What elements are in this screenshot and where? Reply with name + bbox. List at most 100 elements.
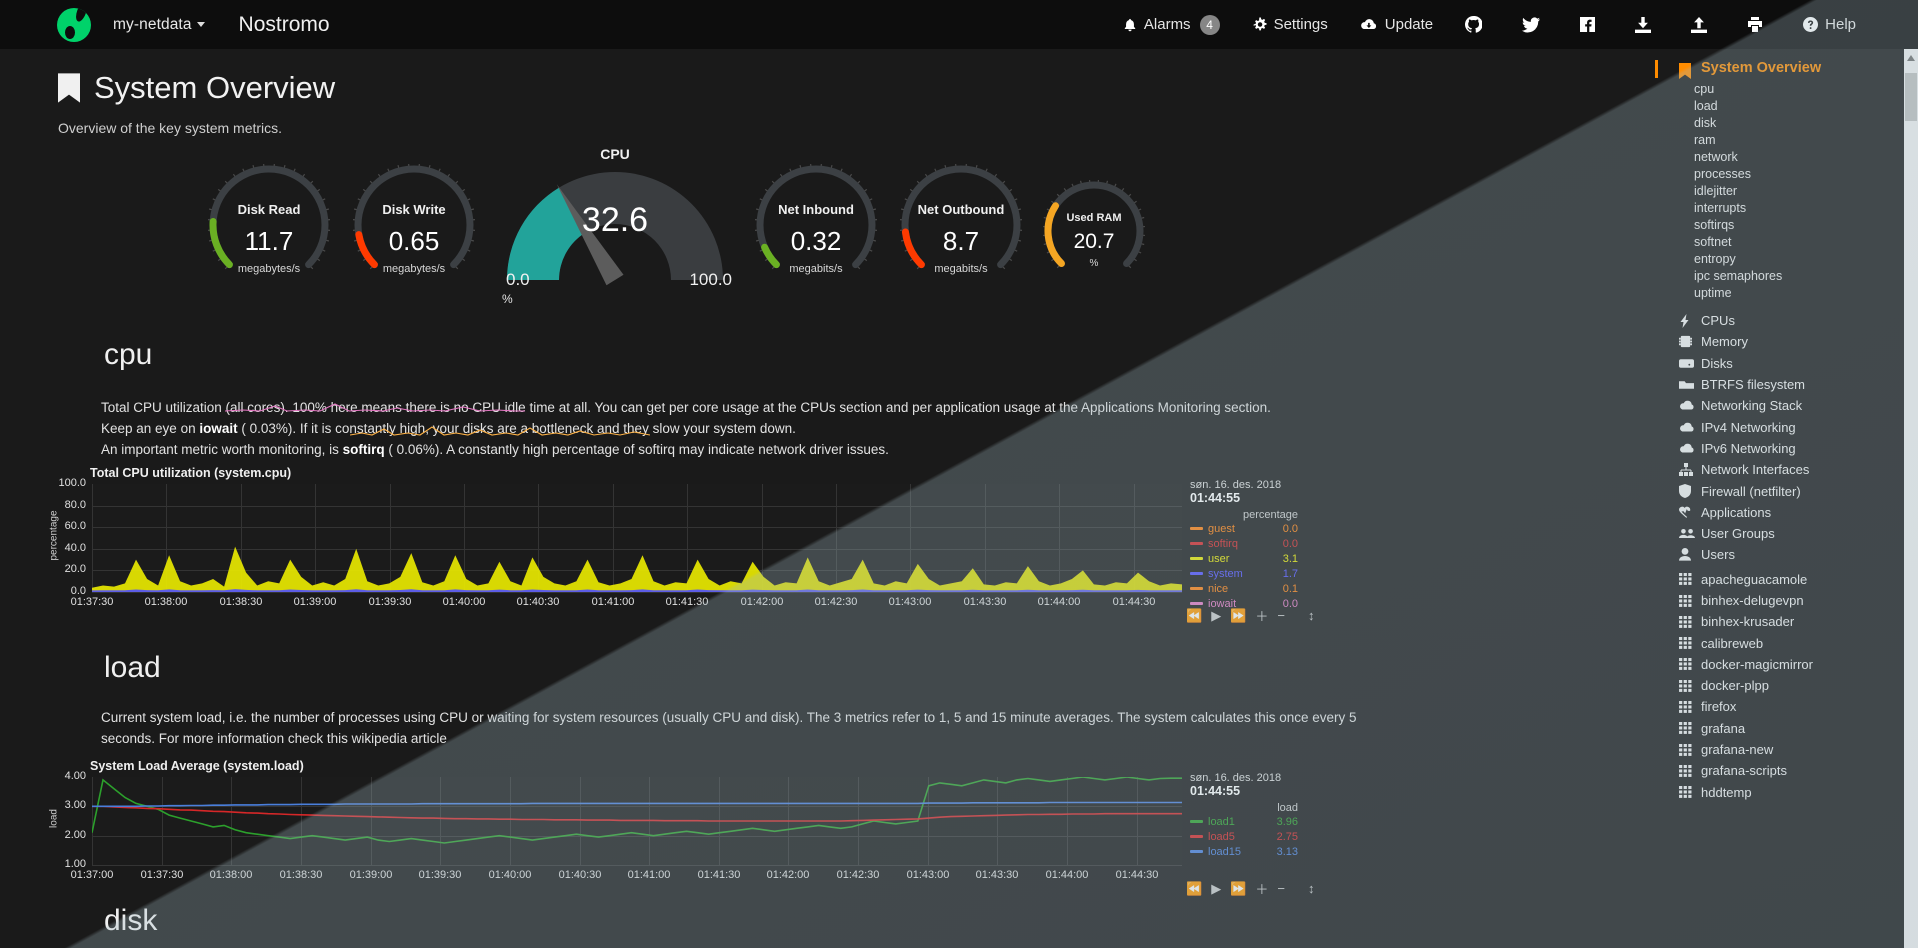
sidebar-item-grafana[interactable]: grafana (1679, 718, 1904, 739)
sidebar-subitem-ram[interactable]: ram (1694, 133, 1716, 147)
forward-icon[interactable]: ⏩ (1230, 880, 1247, 896)
help-button[interactable]: Help (1803, 16, 1856, 33)
chart-system-load[interactable]: System Load Average (system.load) load 4.0… (0, 759, 1655, 897)
sidebar-subitem-softirqs[interactable]: softirqs (1694, 218, 1735, 232)
chart-legend[interactable]: søn. 16. des. 2018 01:44:55 percentage g… (1190, 479, 1298, 611)
sidebar-item-grafana-new[interactable]: grafana-new (1679, 739, 1904, 760)
sidebar-item-disks[interactable]: Disks (1679, 353, 1904, 374)
host-selector[interactable]: my-netdata (113, 16, 205, 34)
zoom-in-icon[interactable]: ＋ (1255, 609, 1269, 624)
legend-row[interactable]: system 1.7 (1190, 566, 1298, 581)
gauge-net-outbound[interactable]: Net Outbound 8.7 megabits/s (900, 164, 1022, 290)
rewind-icon[interactable]: ⏪ (1186, 880, 1203, 896)
upload-button[interactable] (1691, 16, 1708, 33)
chart-series-canvas (92, 777, 1182, 844)
page-scrollbar[interactable] (1904, 49, 1918, 948)
legend-row[interactable]: softirq 0.0 (1190, 536, 1298, 551)
play-icon[interactable]: ▶ (1211, 880, 1222, 896)
sidebar-item-cpus[interactable]: CPUs (1679, 310, 1904, 331)
chart-plot-area[interactable] (92, 777, 1182, 866)
update-button[interactable]: Update (1360, 16, 1433, 33)
legend-row[interactable]: load5 2.75 (1190, 829, 1298, 844)
zoom-out-icon[interactable]: − (1277, 608, 1285, 623)
chart-legend[interactable]: søn. 16. des. 2018 01:44:55 load load1 3… (1190, 772, 1298, 859)
rewind-icon[interactable]: ⏪ (1186, 607, 1203, 623)
sidebar-subitem-interrupts[interactable]: interrupts (1694, 201, 1747, 215)
sidebar-item-firewall-netfilter[interactable]: Firewall (netfilter) (1679, 480, 1904, 501)
sidebar-item-firefox[interactable]: firefox (1679, 696, 1904, 717)
sidebar-item-btrfs-filesystem[interactable]: BTRFS filesystem (1679, 374, 1904, 395)
sidebar-item-applications[interactable]: Applications (1679, 502, 1904, 523)
sidebar-item-label: grafana-new (1701, 742, 1774, 758)
sidebar-item-label: grafana (1701, 720, 1746, 736)
play-icon[interactable]: ▶ (1211, 607, 1222, 623)
sidebar-item-docker-plpp[interactable]: docker-plpp (1679, 675, 1904, 696)
gauge-used-ram[interactable]: Used RAM 20.7 % (1043, 180, 1145, 286)
gridline-vertical (1067, 777, 1068, 865)
legend-row[interactable]: iowait 0.0 (1190, 596, 1298, 611)
gridline-horizontal (92, 527, 1182, 528)
gauge-disk-read[interactable]: Disk Read 11.7 megabytes/s (208, 164, 330, 290)
sidebar-subitem-cpu[interactable]: cpu (1694, 82, 1715, 96)
sidebar-subitem-ipc-semaphores[interactable]: ipc semaphores (1694, 269, 1783, 283)
sidebar-subitem-uptime[interactable]: uptime (1694, 286, 1732, 300)
sidebar-item-users[interactable]: Users (1679, 544, 1904, 565)
section-heading-load: load (104, 651, 161, 684)
print-button[interactable] (1747, 17, 1763, 32)
twitter-link[interactable] (1522, 16, 1541, 33)
scrollbar-thumb[interactable] (1905, 73, 1917, 121)
gauge-units: % (1089, 258, 1099, 269)
chart-system-cpu[interactable]: Total CPU utilization (system.cpu) percen… (0, 466, 1655, 624)
zoom-out-icon[interactable]: − (1277, 881, 1285, 896)
gauge-net-inbound[interactable]: Net Inbound 0.32 megabits/s (755, 164, 877, 290)
resize-icon[interactable]: ↕ (1307, 881, 1315, 896)
scroll-up-arrow-icon[interactable] (1907, 55, 1915, 61)
zoom-in-icon[interactable]: ＋ (1255, 882, 1269, 897)
sidebar-header[interactable]: System Overview (1679, 60, 1904, 79)
gridline-horizontal (92, 865, 1182, 866)
legend-row[interactable]: nice 0.1 (1190, 581, 1298, 596)
resize-icon[interactable]: ↕ (1307, 608, 1315, 623)
sidebar-item-docker-magicmirror[interactable]: docker-magicmirror (1679, 654, 1904, 675)
sidebar-item-binhex-krusader[interactable]: binhex-krusader (1679, 611, 1904, 632)
gridline-vertical (985, 484, 986, 592)
legend-row[interactable]: user 3.1 (1190, 551, 1298, 566)
sidebar-item-ipv4-networking[interactable]: IPv4 Networking (1679, 416, 1904, 437)
gauge-disk-write[interactable]: Disk Write 0.65 megabytes/s (353, 164, 475, 290)
chart-toolbar[interactable]: ⏪ ▶ ⏩ ＋ − ↕ (1186, 879, 1314, 898)
sidebar-subitem-network[interactable]: network (1694, 150, 1738, 164)
page-subtitle: Overview of the key system metrics. (58, 120, 283, 136)
sidebar-item-ipv6-networking[interactable]: IPv6 Networking (1679, 438, 1904, 459)
sidebar-item-memory[interactable]: Memory (1679, 331, 1904, 352)
sidebar-item-network-interfaces[interactable]: Network Interfaces (1679, 459, 1904, 480)
sidebar-subitem-entropy[interactable]: entropy (1694, 252, 1736, 266)
settings-button[interactable]: Settings (1252, 16, 1328, 33)
alarms-button[interactable]: Alarms 4 (1123, 14, 1220, 35)
sidebar-item-grafana-scripts[interactable]: grafana-scripts (1679, 760, 1904, 781)
sidebar-item-apacheguacamole[interactable]: apacheguacamole (1679, 569, 1904, 590)
chart-toolbar[interactable]: ⏪ ▶ ⏩ ＋ − ↕ (1186, 606, 1314, 625)
sidebar-item-calibreweb[interactable]: calibreweb (1679, 632, 1904, 653)
sidebar-subitem-load[interactable]: load (1694, 99, 1718, 113)
legend-row[interactable]: load15 3.13 (1190, 844, 1298, 859)
legend-row[interactable]: load1 3.96 (1190, 814, 1298, 829)
netdata-logo[interactable] (57, 7, 91, 42)
legend-row[interactable]: guest 0.0 (1190, 521, 1298, 536)
chart-plot-area[interactable] (92, 484, 1182, 593)
gauge-cpu[interactable]: CPU 32.6 0.0 100.0 % (500, 146, 732, 321)
sidebar-subitem-disk[interactable]: disk (1694, 116, 1717, 130)
forward-icon[interactable]: ⏩ (1230, 607, 1247, 623)
sidebar-item-networking-stack[interactable]: Networking Stack (1679, 395, 1904, 416)
download-button[interactable] (1635, 16, 1652, 33)
sidebar-item-binhex-delugevpn[interactable]: binhex-delugevpn (1679, 590, 1904, 611)
right-sidebar[interactable]: System Overview cpu load disk ram network pro… (1655, 49, 1904, 948)
x-axis-tick: 01:38:00 (144, 596, 188, 608)
sidebar-subitem-processes[interactable]: processes (1694, 167, 1751, 181)
sidebar-item-hddtemp[interactable]: hddtemp (1679, 782, 1904, 803)
sidebar-subitem-idlejitter[interactable]: idlejitter (1694, 184, 1738, 198)
github-link[interactable] (1465, 16, 1483, 33)
sidebar-subitem-softnet[interactable]: softnet (1694, 235, 1732, 249)
facebook-link[interactable] (1580, 17, 1596, 32)
legend-series-name: load5 (1208, 830, 1235, 843)
sidebar-item-user-groups[interactable]: User Groups (1679, 523, 1904, 544)
